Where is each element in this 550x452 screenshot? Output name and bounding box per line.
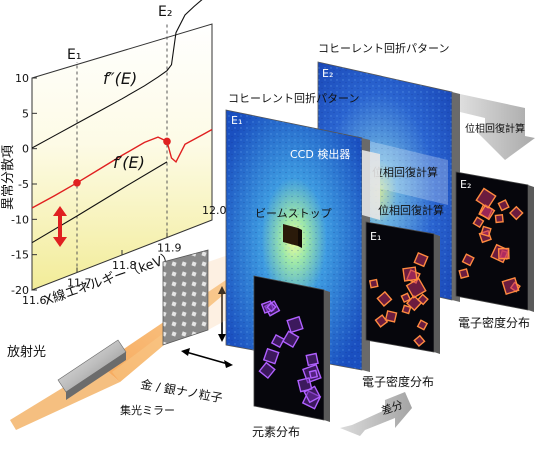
nanoparticle-crystal (297, 377, 313, 393)
density-label-e1: 電子密度分布 (362, 374, 434, 389)
nanoparticle-crystal (305, 352, 319, 367)
nanoparticle-crystal (479, 204, 496, 221)
y-tick-label: 10 (15, 72, 29, 85)
density-panel-e2 (455, 171, 534, 312)
nanoparticle-crystal (480, 225, 492, 238)
density-label-e2: 電子密度分布 (458, 315, 530, 330)
x-tick-label: 11.8 (112, 259, 137, 272)
e1-marker-label: E₁ (67, 47, 81, 63)
synchrotron-label: 放射光 (7, 344, 46, 360)
x-tick-label: 11.6 (22, 294, 47, 307)
fpp-curve-label: f″(E) (103, 69, 137, 88)
nanoparticle-crystal (401, 304, 412, 315)
nanoparticle-crystal (413, 251, 429, 268)
phase-retrieval-label-1: 位相回復計算 (378, 203, 444, 217)
sample-scan-arrows (181, 286, 233, 368)
reference-series-line (31, 161, 168, 244)
fp-series-line (31, 128, 213, 209)
difference-double-arrow (53, 206, 67, 247)
density-crystals-e2 (458, 187, 524, 295)
density-crystals-e1 (368, 251, 429, 348)
element-map-crystals (258, 300, 322, 410)
phase-retrieval-arrow-1 (362, 150, 380, 220)
nanoparticle-crystal (374, 314, 389, 328)
nanoparticle-crystal (497, 247, 510, 260)
nanoparticle-crystal (266, 301, 277, 313)
nanoparticle-crystal (475, 187, 497, 209)
nanoparticle-crystal (402, 266, 418, 282)
sample-label: 金 / 銀ナノ粒子 (139, 376, 223, 405)
element-map-panel (253, 275, 330, 422)
nanoparticle-crystal (405, 277, 427, 299)
plot-series (31, 0, 213, 244)
e1-data-point (73, 178, 81, 187)
nanoparticle-crystal (461, 253, 475, 267)
fp-curve-label: f′(E) (113, 153, 145, 172)
nanoparticle-crystal (286, 315, 304, 334)
plot-points (73, 137, 171, 187)
y-tick-label: -20 (11, 284, 29, 297)
phase-retrieval-label-2b: 位相回復計算 (465, 122, 525, 135)
nanoparticle-crystal (494, 214, 504, 224)
phase-retrieval-label-2: 位相回復計算 (372, 165, 438, 179)
nanoparticle-crystal (308, 369, 319, 379)
nanoparticle-crystal (376, 290, 393, 307)
e1-panel-label: E₁ (231, 114, 242, 127)
x-tick-label: 11.7 (67, 277, 92, 290)
fpp-series-line (31, 0, 203, 149)
density-panel-e1 (365, 221, 440, 354)
nanoparticle-crystal (416, 319, 429, 331)
y-tick-label: -5 (18, 178, 29, 191)
nanoparticle-crystal (501, 276, 520, 295)
coherent-pattern-label-e2: コヒーレント回折パターン (318, 41, 449, 55)
e2-data-point (163, 137, 171, 146)
difference-arrow (340, 392, 412, 436)
e2-panel-label: E₂ (322, 67, 333, 80)
y-tick-label: -10 (11, 213, 29, 226)
nanoparticle-sample (162, 249, 209, 346)
nanoparticle-crystal (509, 205, 524, 221)
focusing-mirror (57, 339, 127, 400)
nanoparticle-crystal (458, 268, 470, 280)
x-tick-label: 11.9 (157, 242, 182, 255)
mirror-label: 集光ミラー (120, 403, 175, 417)
y-axis-label: 異常分散項 (1, 145, 16, 210)
density-e1-panel-label: E₁ (370, 230, 381, 243)
ccd-detector-label: CCD 検出器 (290, 147, 350, 161)
x-tick-label: 12.0 (202, 204, 227, 217)
e2-marker-label: E₂ (158, 4, 172, 20)
element-map-label: 元素分布 (252, 425, 300, 439)
nanoparticle-crystal (368, 278, 379, 289)
nanoparticle-crystal (416, 293, 429, 306)
nanoparticle-crystal (413, 334, 426, 348)
nanoparticle-crystal (258, 361, 276, 380)
nanoparticle-crystal (472, 216, 485, 229)
nanoparticle-crystal (384, 310, 398, 323)
y-tick-label: 0 (22, 143, 29, 156)
nanoparticle-crystal (400, 292, 412, 304)
beamstop-label: ビームストップ (255, 207, 332, 220)
coherent-pattern-label-e1: コヒーレント回折パターン (228, 91, 359, 105)
nanoparticle-crystal (262, 347, 280, 365)
phase-retrieval-arrow-2 (460, 94, 535, 160)
y-tick-label: -15 (11, 249, 29, 262)
beam-stop (283, 224, 302, 248)
density-e2-panel-label: E₂ (460, 178, 471, 191)
y-tick-label: 5 (22, 107, 29, 120)
nanoparticle-crystal (497, 199, 510, 212)
nanoparticle-crystal (270, 334, 285, 349)
nanoparticle-crystal (281, 330, 300, 348)
